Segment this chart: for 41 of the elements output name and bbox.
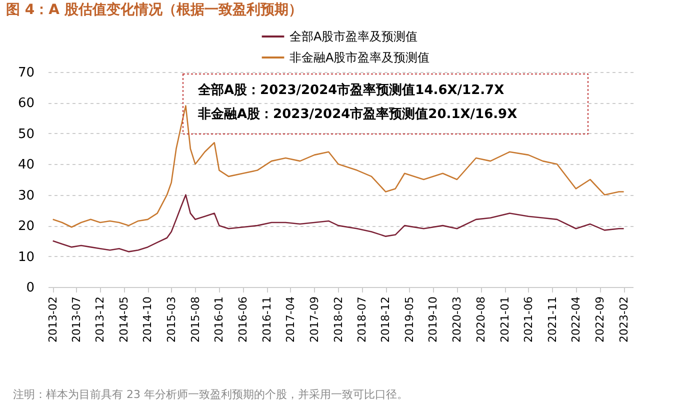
legend-label: 全部A股市盈率及预测值 (290, 30, 418, 44)
y-tick-label: 20 (18, 219, 34, 234)
line-series (52, 194, 624, 252)
x-tick-label: 2020-08 (474, 296, 488, 342)
x-tick-label: 2022-09 (593, 296, 606, 342)
x-tick-label: 2021-01 (498, 296, 512, 342)
x-tick-label: 2018-07 (355, 296, 368, 342)
x-tick-label: 2013-12 (94, 296, 107, 342)
legend-label: 非金融A股市盈率及预测值 (290, 50, 430, 64)
x-tick-label: 2021-06 (522, 296, 535, 342)
x-tick-label: 2013-02 (46, 296, 60, 342)
y-tick-label: 70 (18, 66, 34, 80)
x-tick-label: 2019-05 (402, 296, 416, 342)
x-tick-label: 2016-11 (260, 296, 274, 342)
annotation: 全部A股：2023/2024市盈率预测值14.6X/12.7X (197, 82, 504, 98)
x-tick-label: 2018-02 (332, 296, 345, 342)
x-tick-label: 2019-10 (426, 296, 440, 342)
text: 注明：样本为目前具有 23 年分析师一致盈利预期的个股，并采用一致可比口径。 (13, 388, 408, 400)
y-tick-label: 0 (26, 280, 34, 296)
y-tick-label: 30 (18, 188, 34, 204)
line-series (52, 105, 624, 228)
x-tick-label: 2021-11 (546, 296, 559, 342)
y-tick-label: 60 (18, 96, 34, 112)
x-tick-label: 2015-03 (164, 296, 178, 342)
x-tick-label: 2016-06 (236, 296, 250, 342)
chart-title: 图 4：A 股估值变化情况（根据一致盈利预期） (6, 1, 302, 18)
x-tick-label: 2014-05 (117, 296, 130, 342)
x-tick-label: 2017-09 (308, 296, 321, 342)
x-tick-label: 2022-04 (569, 296, 582, 342)
x-tick-label: 2018-12 (379, 296, 392, 342)
y-tick-label: 40 (18, 158, 34, 173)
y-tick-label: 50 (18, 126, 34, 142)
x-tick-label: 2016-01 (212, 296, 226, 342)
y-tick-label: 10 (18, 250, 34, 265)
x-tick-label: 2013-07 (70, 296, 83, 342)
x-tick-label: 2023-02 (617, 296, 630, 342)
x-tick-label: 2014-10 (141, 296, 154, 342)
annotation: 非金融A股：2023/2024市盈率预测值20.1X/16.9X (197, 106, 518, 122)
x-tick-label: 2017-04 (284, 296, 297, 342)
x-tick-label: 2020-03 (450, 296, 464, 342)
x-tick-label: 2015-08 (188, 296, 202, 342)
